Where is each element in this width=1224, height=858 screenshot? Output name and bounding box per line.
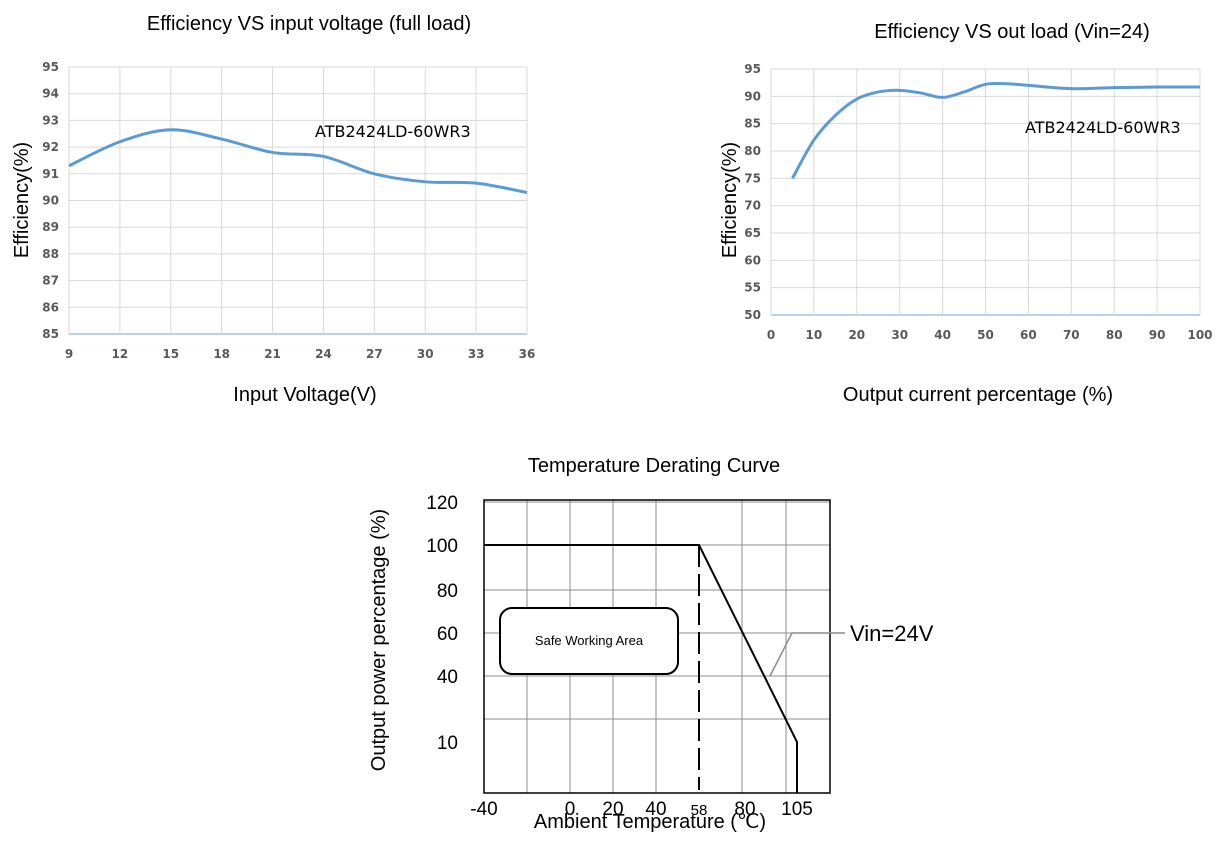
chart2-title: Efficiency VS out load (Vin=24): [874, 21, 1150, 43]
chart1-series-line: [68, 128, 528, 194]
chart1-y-tick-label: 85: [42, 327, 59, 341]
chart3-x-axis-label: Ambient Temperature (℃): [534, 811, 766, 833]
chart1-y-tick-labels: 85 86 87 88 89 90 91 92 93 94 95: [42, 60, 59, 341]
chart1-x-axis-label: Input Voltage(V): [233, 384, 376, 406]
chart2-series-line: [791, 81, 1201, 180]
chart2-x-tick-label: 40: [934, 328, 951, 342]
chart2-annotation: ATB2424LD-60WR3: [1025, 118, 1181, 137]
chart3-x-tick-label: -40: [470, 799, 497, 820]
chart2-y-tick-label: 60: [744, 253, 761, 267]
chart3-plot-frame: [483, 499, 831, 794]
chart3-x-tick-label: 40: [645, 799, 666, 820]
chart1-x-tick-labels: 9 12 15 18 21 24 27 30 33 36: [65, 347, 536, 361]
chart2-x-tick-label: 70: [1063, 328, 1080, 342]
chart1-gridlines: [68, 66, 528, 335]
chart1-y-axis-label: Efficiency(%): [11, 142, 33, 258]
chart1-y-tick-label: 95: [42, 60, 59, 74]
chart1-x-tick-label: 21: [264, 347, 281, 361]
chart1-y-tick-label: 89: [42, 220, 59, 234]
chart3-series-label-leader: [769, 632, 845, 677]
chart2-y-tick-label: 95: [744, 62, 761, 76]
chart3-y-tick-label: 120: [426, 493, 458, 514]
chart2-y-tick-label: 70: [744, 199, 761, 213]
chart1-x-tick-label: 27: [366, 347, 383, 361]
chart1-x-tick-label: 33: [468, 347, 485, 361]
chart2-x-tick-label: 20: [848, 328, 865, 342]
chart1-y-tick-label: 91: [42, 167, 59, 181]
chart1-y-tick-label: 90: [42, 194, 59, 208]
chart2-y-tick-label: 80: [744, 144, 761, 158]
chart3-y-tick-label: 80: [437, 581, 458, 602]
chart2-x-tick-label: 80: [1106, 328, 1123, 342]
chart-temperature-derating: Temperature Derating Curve 1201008060401…: [368, 455, 934, 833]
chart1-x-tick-label: 12: [112, 347, 129, 361]
chart1-y-tick-label: 93: [42, 113, 59, 127]
chart2-y-axis-label: Efficiency(%): [719, 142, 741, 258]
chart3-y-tick-label: 10: [437, 733, 458, 754]
chart3-y-tick-label: 100: [426, 536, 458, 557]
chart1-title: Efficiency VS input voltage (full load): [147, 13, 471, 35]
chart2-x-tick-label: 90: [1149, 328, 1166, 342]
chart2-x-tick-label: 100: [1187, 328, 1212, 342]
chart1-y-tick-label: 86: [42, 300, 59, 314]
chart3-y-axis-label: Output power percentage (%): [368, 509, 390, 771]
chart1-x-tick-label: 15: [162, 347, 179, 361]
chart2-y-tick-label: 55: [744, 281, 761, 295]
safe-working-area-label: Safe Working Area: [535, 633, 644, 648]
chart1-x-tick-label: 30: [417, 347, 434, 361]
chart1-y-tick-label: 92: [42, 140, 59, 154]
chart2-y-tick-label: 85: [744, 117, 761, 131]
chart1-x-tick-label: 36: [519, 347, 536, 361]
chart3-derating-line: [484, 544, 798, 793]
chart3-x-tick-label: 80: [734, 799, 755, 820]
chart1-x-tick-label: 24: [315, 347, 332, 361]
chart2-x-tick-label: 50: [977, 328, 994, 342]
chart2-x-tick-label: 0: [767, 328, 775, 342]
chart3-x-tick-label: 20: [602, 799, 623, 820]
chart2-gridlines: [770, 68, 1201, 316]
chart3-x-tick-label: 0: [565, 799, 576, 820]
chart2-x-tick-label: 30: [891, 328, 908, 342]
chart1-annotation: ATB2424LD-60WR3: [315, 122, 471, 141]
chart3-y-tick-labels: 120 100 80 60 40 10: [426, 493, 458, 754]
safe-working-area-box: [499, 607, 679, 675]
chart3-y-tick-label: 60: [437, 624, 458, 645]
chart1-x-tick-label: 18: [213, 347, 230, 361]
chart3-title: Temperature Derating Curve: [528, 455, 780, 477]
chart-efficiency-vs-input-voltage: Efficiency VS input voltage (full load) …: [11, 13, 535, 406]
chart2-x-axis-label: Output current percentage (%): [843, 384, 1113, 406]
chart2-y-tick-label: 90: [744, 89, 761, 103]
chart1-y-tick-label: 94: [42, 87, 59, 101]
chart3-x-tick-label: 105: [781, 799, 813, 820]
chart3-x-tick-labels: -40 0 20 40 58 80 105: [470, 799, 813, 820]
chart2-y-tick-label: 50: [744, 308, 761, 322]
chart3-y-tick-label: 40: [437, 667, 458, 688]
chart2-y-tick-labels: 50 55 60 65 70 75 80 85 90 95: [744, 62, 761, 322]
chart1-y-tick-label: 87: [42, 274, 59, 288]
chart3-x-tick-label: 58: [691, 802, 708, 819]
chart1-x-tick-label: 9: [65, 347, 73, 361]
chart2-y-tick-label: 75: [744, 171, 761, 185]
chart-efficiency-vs-out-load: Efficiency VS out load (Vin=24) 50 55 60 65…: [719, 21, 1213, 406]
chart2-y-tick-label: 65: [744, 226, 761, 240]
chart2-x-tick-labels: 0 10 20 30 40 50 60 70 80 90 100: [767, 328, 1213, 342]
chart2-x-tick-label: 10: [806, 328, 823, 342]
chart3-series-label: Vin=24V: [850, 621, 934, 646]
chart1-y-tick-label: 88: [42, 247, 59, 261]
chart2-x-tick-label: 60: [1020, 328, 1037, 342]
